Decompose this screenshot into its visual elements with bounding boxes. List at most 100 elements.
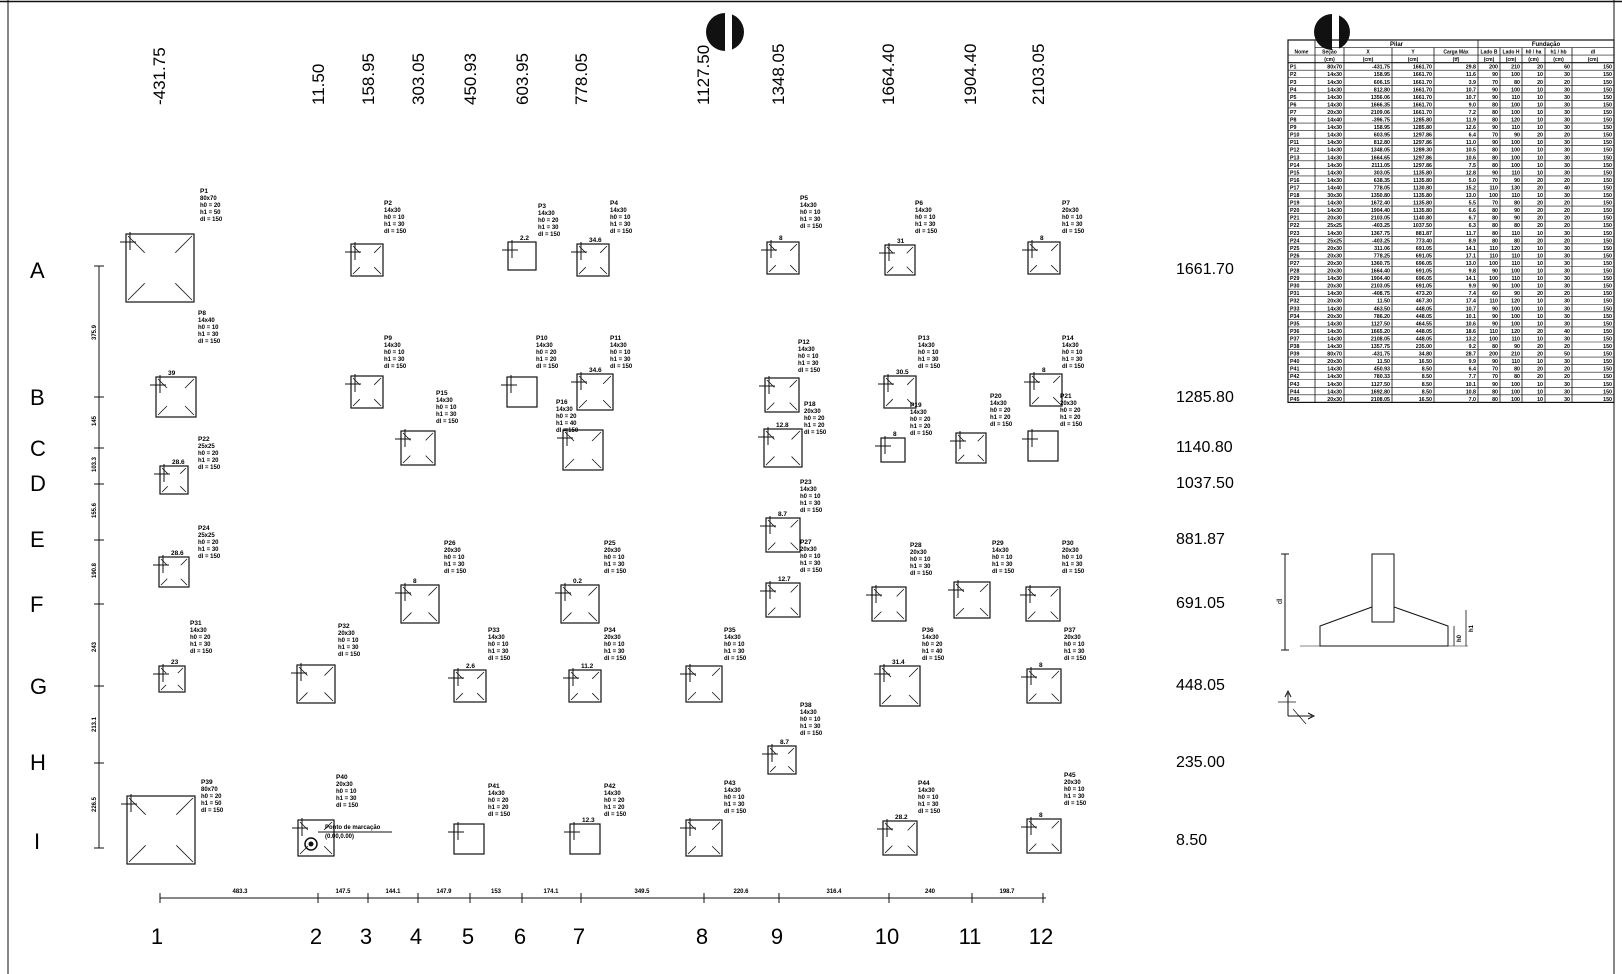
- table-cell: 1135.80: [1413, 170, 1432, 176]
- pillar-size: 14x30: [800, 203, 817, 209]
- table-cell: 11.9: [1466, 118, 1476, 124]
- pillar-param: h1 = 30: [604, 649, 625, 655]
- table-cell: 90: [1514, 178, 1520, 184]
- table-cell: 10: [1537, 102, 1543, 108]
- table-cell: 6.3: [1469, 223, 1476, 229]
- table-cell: 100: [1511, 314, 1520, 320]
- table-cell: 60: [1492, 291, 1498, 297]
- table-cell: 80: [1492, 148, 1498, 154]
- row-coordinate-labels: 1661.70 1285.80 1140.80 1037.50 881.87 6…: [1176, 261, 1234, 849]
- table-cell: 20: [1564, 208, 1570, 214]
- pillar-id: P10: [536, 335, 548, 342]
- table-cell: 14x30: [1327, 155, 1342, 161]
- table-cell: 30: [1564, 110, 1570, 116]
- pillar-size: 14x30: [918, 788, 935, 794]
- pillar-param: dl = 150: [1062, 364, 1085, 370]
- table-cell: 150: [1603, 87, 1612, 93]
- footing-slope-line: [711, 667, 721, 677]
- pillar-param: h1 = 30: [1064, 794, 1085, 800]
- table-cell: 1135.80: [1413, 193, 1432, 199]
- table-cell: P41: [1290, 367, 1299, 373]
- table-cell: 14x30: [1327, 178, 1342, 184]
- table-cell: 130: [1511, 185, 1520, 191]
- footing-slope-line: [402, 612, 412, 622]
- table-cell: 20x30: [1327, 359, 1342, 365]
- footing-slope-line: [908, 667, 919, 678]
- pillar-size: 20x30: [804, 409, 821, 415]
- footing-slope-line: [977, 434, 985, 442]
- pillar-size: 14x30: [915, 208, 932, 214]
- dim-label: 243: [92, 641, 98, 652]
- footing-outline: [297, 819, 335, 857]
- pillar-size: 14x30: [800, 487, 817, 493]
- table-cell: 80: [1492, 223, 1498, 229]
- table-cell: 150: [1603, 201, 1612, 207]
- table-cell: 150: [1603, 185, 1612, 191]
- table-cell: 14x30: [1327, 208, 1342, 214]
- pillar-param: h0 = 20: [922, 642, 943, 648]
- footing-outline: [884, 244, 916, 276]
- footing-slope-line: [591, 671, 600, 680]
- table-cell: 150: [1603, 102, 1612, 108]
- table-cell: P44: [1290, 389, 1299, 395]
- footing-slope-line: [298, 666, 308, 676]
- footing-slope-line: [789, 402, 798, 411]
- bottom-dimension-line: 483.3 147.5 144.1 147.9 153 174.1 349.5 …: [159, 889, 1046, 903]
- table-cell: 10: [1537, 269, 1543, 275]
- footing-slope-line: [455, 692, 464, 701]
- section-h1-label: h1: [1469, 624, 1475, 632]
- table-cell: 70: [1492, 374, 1498, 380]
- table-cell: 150: [1603, 291, 1612, 297]
- table-cell: 30: [1564, 246, 1570, 252]
- row-letter: F: [30, 592, 43, 617]
- footing-slope-line: [788, 747, 795, 754]
- table-cell: 1661.70: [1413, 80, 1432, 86]
- table-cell: 110: [1511, 125, 1520, 131]
- pillar-size: 14x30: [610, 208, 627, 214]
- pillar-param: h1 = 30: [610, 222, 631, 228]
- pillar-size: 14x30: [1062, 343, 1079, 349]
- footing-slope-line: [791, 430, 801, 440]
- dim-label: 147.5: [335, 889, 351, 895]
- footing-slope-line: [1050, 611, 1059, 620]
- table-cell: 10.1: [1466, 382, 1476, 388]
- table-cell: 10.1: [1466, 314, 1476, 320]
- pillar-size: 14x30: [922, 635, 939, 641]
- table-cell: P38: [1290, 344, 1299, 350]
- table-cell: 14x30: [1327, 133, 1342, 139]
- table-cell: 10: [1537, 140, 1543, 146]
- footing-slope-line: [885, 398, 894, 407]
- table-cell: 12.6: [1466, 125, 1476, 131]
- pillar-param: h1 = 30: [538, 225, 559, 231]
- table-cell: P9: [1290, 125, 1297, 131]
- table-cell: 100: [1489, 336, 1498, 342]
- pillar-size: 14x30: [436, 398, 453, 404]
- table-cell: 90: [1492, 314, 1498, 320]
- table-cell: P45: [1290, 397, 1299, 403]
- table-cell: 150: [1603, 178, 1612, 184]
- pillar-param: h1 = 50: [201, 801, 222, 807]
- col-number: 2: [310, 924, 322, 949]
- col-coord-label: 1348.05: [769, 44, 788, 105]
- pillar-id: P13: [918, 335, 930, 342]
- table-cell: 20: [1537, 133, 1543, 139]
- pillar-size: 14x30: [992, 548, 1009, 554]
- table-cell: 14x30: [1327, 231, 1342, 237]
- pillar-param: h0 = 20: [910, 417, 931, 423]
- pillar-param: h1 = 20: [536, 357, 557, 363]
- table-cell: P36: [1290, 329, 1299, 335]
- pillar-id: P16: [556, 399, 568, 406]
- table-cell: 70: [1492, 201, 1498, 207]
- pillar-size: 14x30: [800, 710, 817, 716]
- pillar-param: h1 = 30: [800, 501, 821, 507]
- col-coord-label: 303.05: [409, 53, 428, 105]
- table-cell: 100: [1511, 163, 1520, 169]
- table-cell: 10: [1537, 95, 1543, 101]
- table-cell: 110: [1489, 253, 1498, 259]
- table-cell: 10: [1537, 246, 1543, 252]
- footing-slope-line: [1052, 396, 1061, 405]
